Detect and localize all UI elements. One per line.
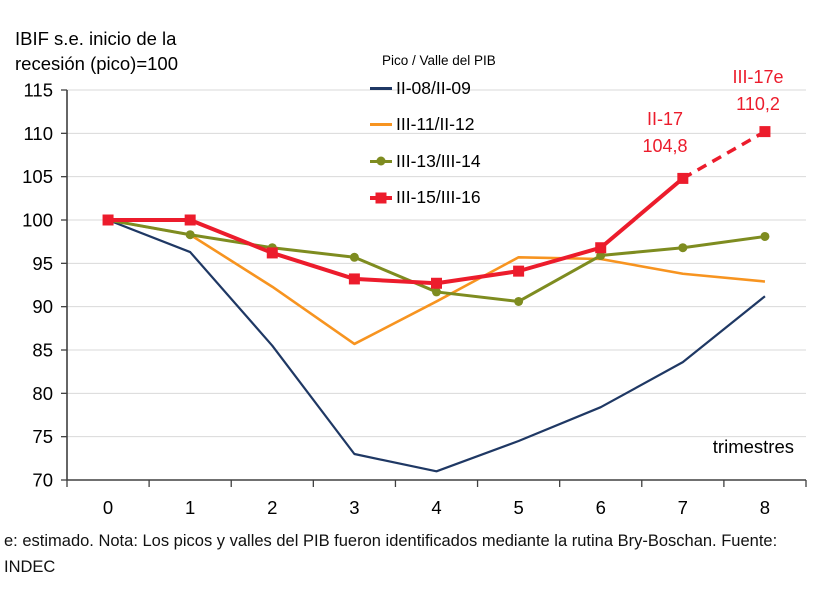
square-marker-icon [595, 242, 607, 254]
y-tick-label: 105 [22, 166, 53, 187]
square-marker-icon [513, 265, 525, 277]
legend-title: Pico / Valle del PIB [382, 53, 496, 68]
circle-marker-icon [376, 156, 386, 166]
chart-legend: Pico / Valle del PIB II-08/II-09 III-11/I… [370, 53, 496, 216]
y-tick-label: 80 [32, 383, 53, 404]
x-tick-label: 8 [760, 497, 770, 518]
x-tick-label: 3 [349, 497, 359, 518]
axes: 70 75 80 85 90 95 100 105 110 115 0 1 2 3 4 5 6 7 8 [22, 80, 807, 518]
legend-item-label: III-13/III-14 [396, 150, 481, 171]
square-marker-icon [102, 214, 114, 226]
y-tick-label: 75 [32, 426, 53, 447]
y-tick-label: 110 [24, 123, 54, 144]
x-tick-label: 0 [103, 497, 113, 518]
annotation-label: II-17 [646, 109, 684, 129]
square-marker-icon [431, 277, 442, 289]
x-tick-label: 7 [678, 497, 688, 518]
circle-marker-icon [596, 251, 606, 261]
chart-title: IBIF s.e. inicio de la recesión (pico)=1… [15, 26, 178, 76]
series-line [107, 218, 766, 473]
y-tick-label: 95 [32, 253, 53, 274]
legend-item-iii-13-iii-14: III-13/III-14 [370, 143, 496, 180]
x-axis-unit-label: trimestres [713, 436, 794, 457]
series-line [107, 218, 766, 346]
legend-item-iii-15-iii-16: III-15/III-16 [370, 180, 496, 217]
y-tick-label: 90 [32, 296, 53, 317]
series-line [108, 176, 685, 286]
x-tick-label: 4 [431, 497, 441, 518]
legend-line-sample [370, 156, 392, 166]
circle-marker-icon [514, 296, 524, 306]
x-tick-label: 6 [596, 497, 606, 518]
footnote-source: e: estimado. Nota: Los picos y valles de… [4, 532, 778, 576]
square-marker-icon [375, 192, 387, 204]
line-chart-plot: 70 75 80 85 90 95 100 105 110 115 0 1 2 3 4 5 6 7 8 trimest… [22, 80, 807, 518]
legend-line-sample [370, 86, 392, 90]
square-marker-icon [677, 172, 689, 184]
series-ii-08-ii-09 [107, 218, 766, 473]
annotation-ii-17: II-17 104,8 [610, 106, 720, 160]
circle-marker-icon [432, 287, 441, 297]
y-tick-label: 100 [22, 210, 53, 231]
y-tick-label: 85 [32, 340, 53, 361]
x-tick-label: 5 [513, 497, 523, 518]
circle-marker-icon [349, 252, 359, 262]
annotation-label: III-17e [732, 67, 784, 87]
legend-item-label: III-11/II-12 [396, 114, 475, 135]
legend-line-sample [370, 192, 392, 204]
y-tick-label: 70 [32, 470, 53, 491]
legend-item-label: II-08/II-09 [396, 77, 471, 98]
legend-item-ii-08-ii-09: II-08/II-09 [370, 70, 496, 107]
x-tick-label: 1 [185, 497, 195, 518]
annotation-value: 110,2 [736, 94, 780, 114]
circle-marker-icon [678, 243, 688, 253]
annotation-iii-17e: III-17e 110,2 [703, 64, 813, 118]
square-marker-icon [348, 273, 360, 285]
chart-title-line1: IBIF s.e. inicio de la [15, 28, 177, 49]
legend-line-sample [370, 123, 392, 127]
series-iii-15-iii-16 [102, 126, 771, 289]
annotation-value: 104,8 [642, 136, 688, 156]
legend-items: II-08/II-09 III-11/II-12 III-13/III-14 III-… [370, 70, 496, 216]
circle-marker-icon [185, 230, 195, 240]
square-marker-icon [759, 126, 771, 138]
series-iii-11-ii-12 [107, 218, 766, 346]
square-marker-icon [266, 247, 278, 259]
series-iii-13-iii-14 [103, 215, 770, 306]
chart-title-line2: recesión (pico)=100 [15, 53, 178, 74]
x-tick-label: 2 [267, 497, 277, 518]
legend-item-label: III-15/III-16 [396, 187, 481, 208]
circle-marker-icon [760, 231, 770, 241]
y-tick-label: 115 [24, 80, 54, 101]
legend-item-iii-11-ii-12: III-11/II-12 [370, 107, 496, 144]
square-marker-icon [184, 214, 196, 226]
